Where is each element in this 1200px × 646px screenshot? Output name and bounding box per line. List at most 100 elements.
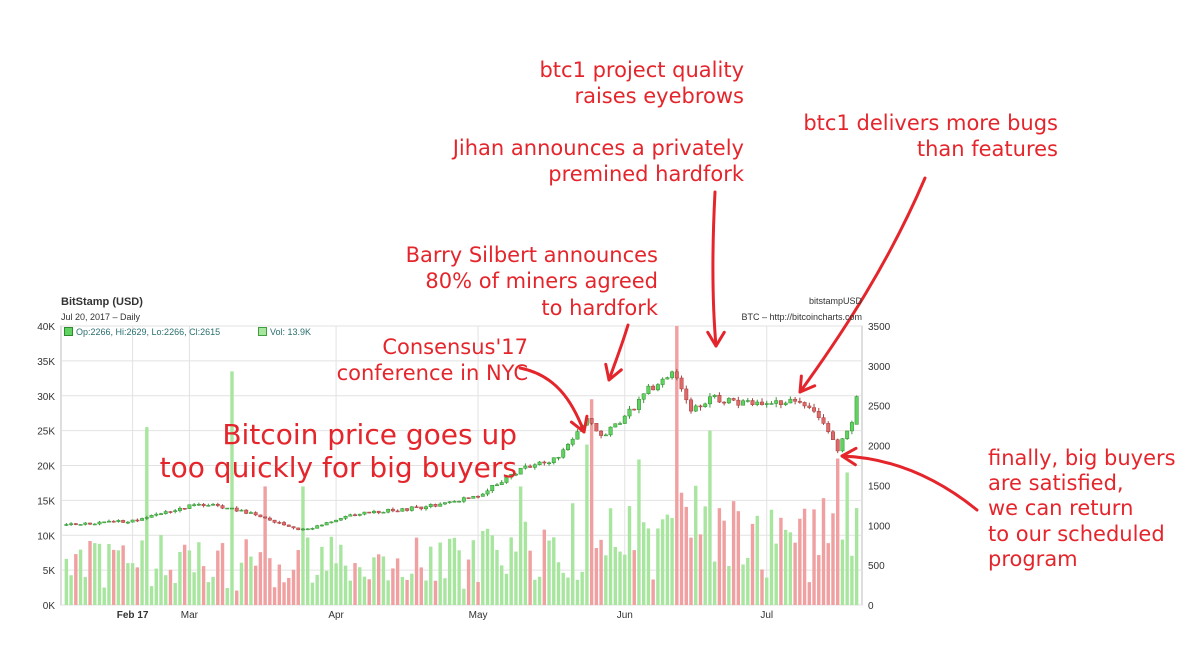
volume-bar xyxy=(405,579,409,605)
candle-body xyxy=(220,505,225,509)
volume-tick-label: 0K xyxy=(43,601,56,612)
volume-legend-swatch xyxy=(258,327,267,336)
candle-body xyxy=(343,515,348,519)
price-tick-label: 0 xyxy=(868,601,874,612)
volume-bar xyxy=(258,552,263,605)
volume-bar xyxy=(400,576,405,605)
candle-body xyxy=(319,524,324,527)
candle-body xyxy=(168,511,173,513)
annotation-consensus: Consensus'17 conference in NYC xyxy=(336,335,528,386)
candle-body xyxy=(338,518,343,521)
candle-body xyxy=(745,400,750,402)
candle-body xyxy=(177,508,182,511)
candle-body xyxy=(267,517,272,521)
candle-body xyxy=(589,418,594,424)
volume-tick-label: 10K xyxy=(37,531,55,542)
candle-body xyxy=(334,519,339,523)
volume-bar xyxy=(244,539,248,605)
volume-bar xyxy=(173,583,177,605)
volume-bar xyxy=(187,550,192,605)
candle-body xyxy=(575,431,580,440)
volume-bar xyxy=(343,565,348,605)
volume-bar xyxy=(111,549,116,605)
volume-bar xyxy=(585,444,589,605)
candle-body xyxy=(135,519,140,522)
volume-bar xyxy=(447,538,452,605)
candle-body xyxy=(286,524,291,527)
x-tick-label: Jun xyxy=(617,610,633,621)
volume-bar xyxy=(556,562,561,605)
volume-bar xyxy=(358,567,362,605)
candle-body xyxy=(561,449,566,458)
candle-body xyxy=(154,513,159,516)
volume-bar xyxy=(755,515,759,605)
volume-bar xyxy=(703,506,707,605)
candle-body xyxy=(305,528,310,531)
volume-bar xyxy=(840,539,845,605)
candle-body xyxy=(102,521,107,524)
volume-bar xyxy=(495,549,499,605)
annotation-arrows xyxy=(518,176,979,512)
candle-body xyxy=(797,400,802,403)
volume-bar xyxy=(523,521,528,605)
candle-body xyxy=(163,511,168,514)
volume-bar xyxy=(594,547,599,605)
volume-tick-label: 35K xyxy=(37,357,55,368)
candle-body xyxy=(116,520,121,522)
volume-bar xyxy=(225,588,229,605)
volume-bar xyxy=(97,543,102,605)
candle-body xyxy=(570,438,575,445)
candle-body xyxy=(566,444,570,450)
volume-bar xyxy=(665,514,670,605)
arrow-finally-shaft xyxy=(840,454,979,512)
candle-body xyxy=(845,430,850,439)
annotation-btc1-bugs: btc1 delivers more bugs than features xyxy=(803,111,1058,162)
volume-bar xyxy=(537,576,542,605)
candle-body xyxy=(831,431,835,440)
candle-body xyxy=(707,396,712,405)
volume-bar xyxy=(646,528,651,605)
arrow-btc1-bugs xyxy=(798,176,927,394)
candle-body xyxy=(485,490,490,495)
axes: 0K 5K 10K 15K 20K 25K 30K 35K 40K 0 500 1000 1500 200… xyxy=(37,322,890,621)
ohlc-legend-text: Op:2266, Hi:2629, Lo:2266, Cl:2615 xyxy=(76,327,221,337)
volume-bar xyxy=(599,539,603,605)
volume-bar xyxy=(107,544,111,605)
volume-bar xyxy=(708,430,712,605)
candle-body xyxy=(760,401,764,405)
candle-body xyxy=(499,482,504,486)
volume-bar xyxy=(353,563,357,605)
candle-body xyxy=(357,513,362,516)
candle-body xyxy=(518,467,523,475)
candle-body xyxy=(88,522,92,525)
volume-bar xyxy=(310,582,315,605)
candle-body xyxy=(272,519,277,523)
candle-body xyxy=(532,464,537,468)
candle-body xyxy=(613,423,618,428)
volume-bar xyxy=(836,458,840,605)
candle-body xyxy=(376,510,381,514)
candle-body xyxy=(608,426,613,436)
volume-bar xyxy=(717,508,722,605)
candle-body xyxy=(495,484,499,487)
candle-body xyxy=(121,520,126,523)
volume-bar xyxy=(182,544,187,605)
candle-body xyxy=(627,408,632,417)
volume-bar xyxy=(504,573,509,605)
candle-body xyxy=(244,509,249,514)
ohlc-legend: Op:2266, Hi:2629, Lo:2266, Cl:2615 xyxy=(64,327,220,337)
volume-bar xyxy=(485,528,490,605)
candle-body xyxy=(689,399,693,412)
candle-body xyxy=(428,504,433,507)
volume-bar xyxy=(235,590,239,605)
volume-bar xyxy=(765,577,769,605)
volume-bar xyxy=(670,518,674,605)
candle-body xyxy=(69,523,74,525)
volume-bar xyxy=(93,543,97,605)
candle-body xyxy=(348,514,353,517)
price-tick-label: 3500 xyxy=(868,322,891,333)
candle-body xyxy=(509,474,514,478)
volume-tick-label: 15K xyxy=(37,496,55,507)
candle-body xyxy=(277,522,282,524)
volume-bar xyxy=(362,576,367,605)
